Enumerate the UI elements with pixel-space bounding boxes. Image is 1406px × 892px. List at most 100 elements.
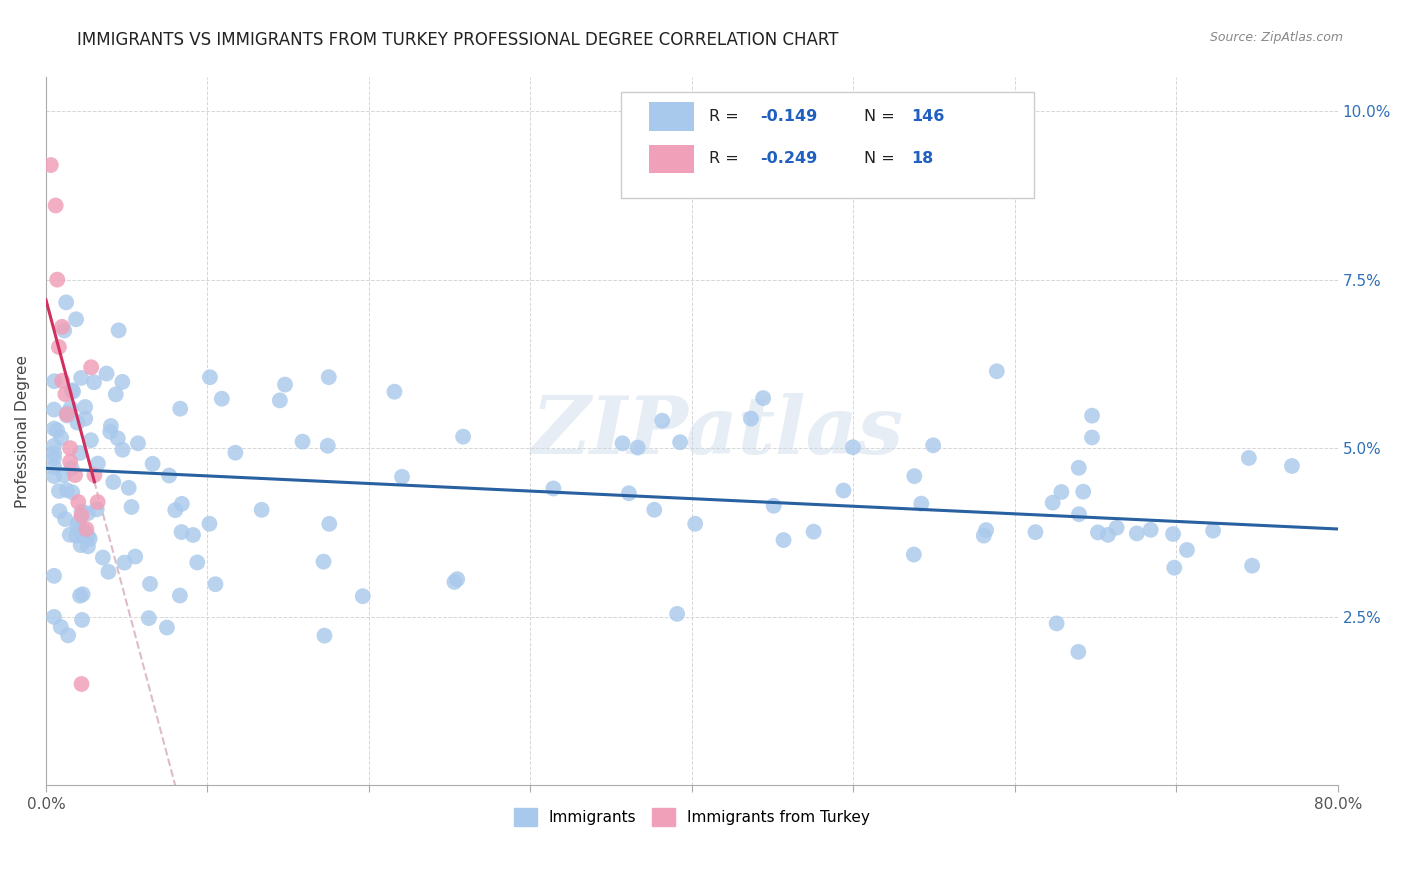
Point [1175,543,1198,558]
Bar [650,103,695,130]
FancyBboxPatch shape [621,92,1035,198]
Point [53,387,76,401]
Point [76,529,98,543]
Point [121,500,143,514]
Y-axis label: Professional Degree: Professional Degree [15,355,30,508]
Point [198,516,221,531]
Point [612,436,634,450]
Point [48,340,70,354]
Point [451,430,474,444]
Point [107,431,129,445]
Point [63,468,86,483]
Text: N =: N = [863,152,900,166]
Point [170,497,193,511]
Point [70,677,93,691]
Point [56,406,79,420]
Point [391,470,413,484]
Point [86,495,108,509]
Point [842,440,865,454]
Point [104,387,127,401]
Point [1067,645,1090,659]
Point [1050,485,1073,500]
Point [67,515,90,529]
Point [66,519,89,533]
Point [42,569,65,583]
Point [59,527,82,541]
Point [903,548,925,562]
Point [384,384,406,399]
Point [204,577,226,591]
Point [118,481,141,495]
Point [291,434,314,449]
Text: IMMIGRANTS VS IMMIGRANTS FROM TURKEY PROFESSIONAL DEGREE CORRELATION CHART: IMMIGRANTS VS IMMIGRANTS FROM TURKEY PRO… [77,31,839,49]
Point [1024,525,1046,540]
Point [87,457,110,471]
Point [1105,521,1128,535]
Point [79,532,101,546]
Point [1042,496,1064,510]
Point [669,435,692,450]
Point [157,468,180,483]
Point [72,587,94,601]
Point [96,367,118,381]
Point [66,416,89,430]
Point [318,370,340,384]
Point [42,402,65,417]
Point [72,524,94,538]
Point [683,516,706,531]
Point [211,392,233,406]
Point [1067,507,1090,521]
Point [910,497,932,511]
Point [60,485,83,500]
Point [165,503,187,517]
Point [69,538,91,552]
Point [651,414,673,428]
Point [49,431,72,445]
Point [1126,526,1149,541]
Text: R =: R = [709,152,744,166]
Point [543,482,565,496]
Point [1045,616,1067,631]
Point [56,408,79,422]
Point [274,377,297,392]
Point [44,374,66,388]
Point [53,512,76,526]
Point [70,508,93,523]
Point [65,529,87,543]
Point [318,516,340,531]
Point [1161,527,1184,541]
Point [1202,524,1225,538]
Point [56,628,79,642]
Point [42,610,65,624]
Point [803,524,825,539]
Point [198,370,221,384]
Point [170,524,193,539]
Point [316,439,339,453]
Text: ZIPatlas: ZIPatlas [531,392,904,470]
Point [443,574,465,589]
Point [75,400,97,414]
Point [1163,560,1185,574]
Point [1071,484,1094,499]
Point [48,504,70,518]
Point [1237,450,1260,465]
Point [42,451,65,466]
Point [73,530,96,544]
Point [127,436,149,450]
Point [666,607,689,621]
Point [138,611,160,625]
Point [832,483,855,498]
Bar [650,145,695,173]
Point [103,475,125,489]
Point [111,442,134,457]
Point [986,364,1008,378]
Point [59,454,82,468]
Point [42,446,65,460]
Point [51,374,73,388]
Point [446,572,468,586]
Point [627,441,650,455]
Point [352,589,374,603]
Point [49,620,72,634]
Point [250,503,273,517]
Point [1139,523,1161,537]
